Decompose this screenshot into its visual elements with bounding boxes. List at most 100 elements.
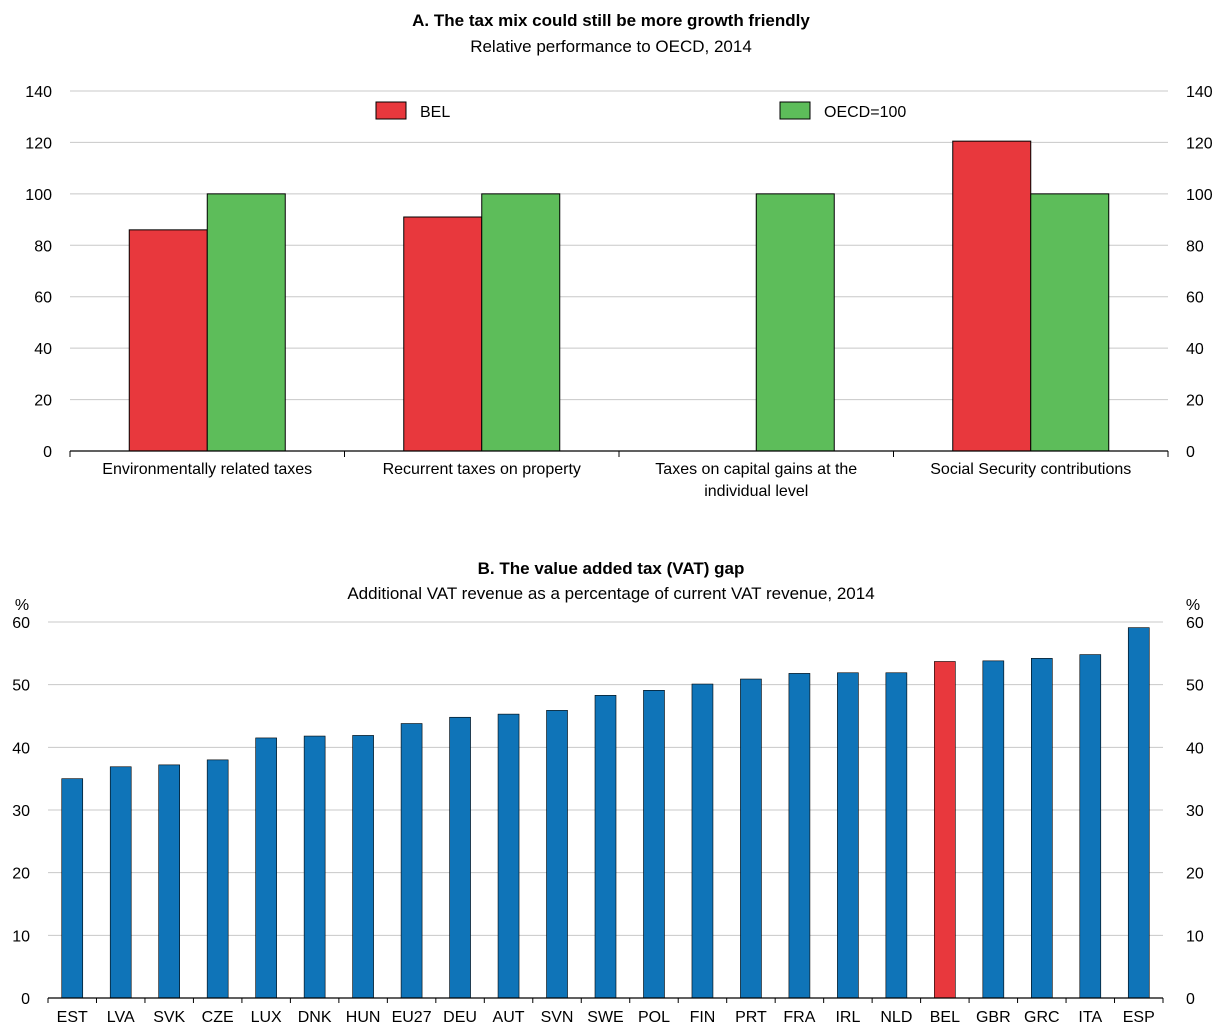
panel-a-legend: BEL OECD=100 <box>375 101 906 121</box>
panel-a-subtitle: Relative performance to OECD, 2014 <box>470 37 752 56</box>
panel-a-category-labels: Environmentally related taxes Recurrent t… <box>102 461 1131 500</box>
panel-b-category-labels: EST LVA SVK CZE LUX DNK HUN EU27 DEU AUT SVN SWE POL… <box>57 1009 1155 1026</box>
legend-label-bel: BEL <box>420 104 450 121</box>
panel-a-ytick-left: 140 <box>25 84 52 101</box>
panel-a-bars <box>128 140 1110 452</box>
bar-bel <box>403 216 483 452</box>
panel-a-chart: A. The tax mix could still be more growt… <box>25 11 1213 500</box>
panel-b-category-label: SVN <box>541 1009 574 1026</box>
bar-eu27 <box>400 723 423 999</box>
panel-b-chart: B. The value added tax (VAT) gap Additio… <box>12 559 1204 1026</box>
bar-bel <box>128 229 208 452</box>
bar-deu <box>449 716 471 999</box>
panel-b-category-label: DEU <box>443 1009 477 1026</box>
panel-b-category-label: NLD <box>880 1009 912 1026</box>
legend-label-oecd: OECD=100 <box>824 104 906 121</box>
bar-ita <box>1079 654 1102 999</box>
panel-b-ytick-left: 50 <box>12 678 30 695</box>
bar-fra <box>788 673 811 999</box>
panel-b-unit-right: % <box>1186 597 1200 614</box>
panel-b-category-label: AUT <box>493 1009 525 1026</box>
panel-b-subtitle: Additional VAT revenue as a percentage o… <box>347 584 874 603</box>
panel-a-ytick-right: 100 <box>1186 187 1213 204</box>
bar-aut <box>497 713 520 999</box>
bar-oecd <box>1030 193 1110 452</box>
panel-b-category-label: CZE <box>202 1009 234 1026</box>
panel-a-title: A. The tax mix could still be more growt… <box>412 11 810 30</box>
bar-oecd <box>481 193 561 452</box>
panel-b-category-label: SWE <box>587 1009 623 1026</box>
bar-esp <box>1127 627 1150 999</box>
panel-b-tick-labels: 0 0 10 10 20 20 30 30 40 40 50 50 60 60 <box>12 615 1204 1008</box>
panel-b-category-label: EU27 <box>392 1009 432 1026</box>
bar-lux <box>255 737 277 999</box>
panel-b-category-label: ESP <box>1123 1009 1155 1026</box>
panel-b-ytick-right: 10 <box>1186 928 1204 945</box>
panel-a-category-label: Recurrent taxes on property <box>383 461 581 478</box>
bar-svk <box>158 764 180 999</box>
panel-a-ytick-left: 20 <box>34 393 52 410</box>
panel-a-category-label: Taxes on capital gains at the individual … <box>655 461 857 500</box>
bar-prt <box>740 678 762 999</box>
panel-a-ytick-right: 0 <box>1186 444 1195 461</box>
panel-b-title: B. The value added tax (VAT) gap <box>478 559 745 578</box>
panel-b-ytick-right: 0 <box>1186 991 1195 1008</box>
panel-a-ytick-right: 80 <box>1186 238 1204 255</box>
panel-b-ytick-left: 20 <box>12 866 30 883</box>
panel-a-ytick-right: 20 <box>1186 393 1204 410</box>
panel-a-ytick-left: 40 <box>34 341 52 358</box>
bar-grc <box>1031 658 1053 999</box>
panel-b-category-label: PRT <box>735 1009 767 1026</box>
panel-b-ytick-right: 20 <box>1186 866 1204 883</box>
panel-b-category-label: GRC <box>1024 1009 1060 1026</box>
legend-swatch-oecd <box>779 101 811 120</box>
panel-b-ytick-left: 10 <box>12 928 30 945</box>
panel-b-bars <box>61 627 1150 999</box>
bar-oecd <box>755 193 835 452</box>
bar-est <box>61 778 84 999</box>
panel-b-ytick-left: 40 <box>12 740 30 757</box>
panel-b-category-label: BEL <box>930 1009 960 1026</box>
bar-bel <box>934 661 956 999</box>
panel-a-ytick-left: 100 <box>25 187 52 204</box>
panel-a-ytick-right: 60 <box>1186 290 1204 307</box>
panel-b-category-label: LUX <box>251 1009 282 1026</box>
panel-b-ytick-right: 60 <box>1186 615 1204 632</box>
bar-hun <box>352 735 374 999</box>
legend-swatch-bel <box>375 101 407 120</box>
panel-b-category-label: IRL <box>835 1009 860 1026</box>
panel-b-ytick-left: 30 <box>12 803 30 820</box>
bar-bel <box>952 140 1032 452</box>
bar-lva <box>109 766 132 999</box>
panel-b-axes <box>47 997 1164 1003</box>
panel-b-ytick-left: 0 <box>21 991 30 1008</box>
panel-a-ytick-left: 80 <box>34 238 52 255</box>
bar-dnk <box>303 735 326 999</box>
bar-swe <box>594 695 617 999</box>
panel-b-ytick-right: 40 <box>1186 740 1204 757</box>
panel-b-category-label: EST <box>57 1009 88 1026</box>
panel-a-ytick-left: 60 <box>34 290 52 307</box>
panel-b-category-label: FIN <box>690 1009 716 1026</box>
panel-b-unit-left: % <box>15 597 29 614</box>
panel-b-ytick-right: 50 <box>1186 678 1204 695</box>
panel-b-category-label: POL <box>638 1009 670 1026</box>
panel-a-ytick-left: 0 <box>43 444 52 461</box>
panel-b-category-label: FRA <box>783 1009 815 1026</box>
panel-b-category-label: LVA <box>107 1009 135 1026</box>
bar-svn <box>546 710 568 999</box>
panel-a-ytick-right: 40 <box>1186 341 1204 358</box>
panel-a-ytick-right: 140 <box>1186 84 1213 101</box>
panel-b-ytick-right: 30 <box>1186 803 1204 820</box>
panel-a-tick-labels: 0 0 20 20 40 40 60 60 80 80 100 100 120 120 140 140 <box>25 84 1213 461</box>
panel-b-ytick-left: 60 <box>12 615 30 632</box>
panel-a-category-label: Environmentally related taxes <box>102 461 312 478</box>
bar-fin <box>691 683 714 999</box>
bar-oecd <box>206 193 286 452</box>
bar-pol <box>643 690 665 999</box>
panel-a-axes <box>69 450 1169 457</box>
panel-b-category-label: GBR <box>976 1009 1011 1026</box>
panel-b-category-label: ITA <box>1078 1009 1102 1026</box>
bar-cze <box>206 759 229 999</box>
